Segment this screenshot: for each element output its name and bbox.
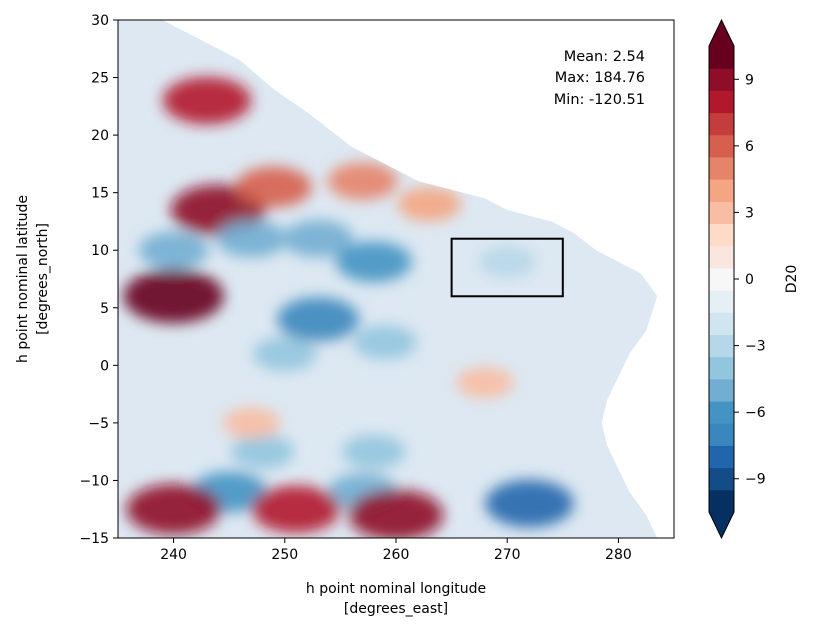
anomaly-features [123,76,574,538]
colorbar-segment [709,201,734,225]
anomaly-blob [277,297,360,342]
y-tick-label: 10 [91,243,109,259]
y-tick-label: −15 [79,531,109,547]
colorbar-segment [709,423,734,446]
colorbar-label: D20 [784,265,800,294]
stat-mean: Mean: 2.54 [564,49,645,65]
anomaly-blob [478,246,537,278]
y-tick-label: −5 [88,416,109,432]
colorbar-segment [709,179,734,202]
y-axis-label: h point nominal latitude [15,195,31,363]
anomaly-blob [222,407,281,439]
x-tick-label: 240 [160,547,187,563]
stat-max: Max: 184.76 [555,70,645,86]
colorbar-segment [709,401,734,424]
x-tick-label: 270 [494,547,521,563]
x-axis-units: [degrees_east] [344,601,448,617]
y-tick-label: 5 [100,301,109,317]
y-tick-label: 0 [100,358,109,374]
colorbar-segment [709,223,734,247]
colorbar-tick-label: 9 [745,72,754,88]
colorbar-segment [709,112,734,136]
colorbar-segment [709,267,734,291]
anomaly-blob [126,483,221,535]
anomaly-blob [335,241,412,283]
colorbar-segment [709,156,734,180]
colorbar-segment [709,245,734,269]
y-axis-units: [degrees_north] [35,223,51,335]
y-tick-label: 30 [91,13,109,29]
anomaly-blob [123,269,224,324]
stat-min: Min: -120.51 [554,92,645,108]
y-tick-label: 20 [91,128,109,144]
colorbar-tick-label: −3 [745,339,766,355]
y-tick-label: 25 [91,71,109,87]
x-tick-label: 260 [383,547,410,563]
anomaly-blob [397,187,462,222]
colorbar: −9 −6 −3 0 3 6 9 [708,18,766,540]
region-box [450,237,564,298]
colorbar-extend-max [709,20,734,46]
ocean-field [118,20,658,538]
map-area [118,20,674,538]
land-mask [162,20,674,538]
anomaly-blob [352,325,417,360]
anomaly-blob [348,489,444,538]
colorbar-segment [709,356,734,380]
y-axis: −15 −10 −5 0 5 10 15 20 25 30 [79,13,118,547]
colorbar-tick-label: −9 [745,472,766,488]
colorbar-segment [709,46,734,69]
colorbar-segment [709,445,734,469]
colorbar-tick-label: −6 [745,405,766,421]
x-tick-label: 250 [271,547,298,563]
colorbar-segment [709,334,734,358]
colorbar-segment [709,134,734,158]
colorbar-segment [709,68,734,91]
colorbar-segment [709,90,734,114]
anomaly-blob [230,434,295,469]
anomaly-blob [251,485,341,533]
colorbar-segment [709,378,734,402]
colorbar-segment [709,467,734,491]
anomaly-blob [162,76,252,125]
colorbar-tick-label: 0 [745,272,754,288]
anomaly-blob [327,162,398,200]
colorbar-outline [708,18,735,540]
colorbar-segment [709,489,734,513]
anomaly-blob [216,219,287,258]
colorbar-segment [709,290,734,313]
colorbar-segment [709,312,734,335]
colorbar-extend-min [709,512,734,538]
x-tick-label: 280 [605,547,632,563]
anomaly-blob [341,434,406,469]
anomaly-blob [138,231,209,269]
colorbar-tick-label: 6 [745,139,754,155]
anomaly-blob [456,367,514,399]
colorbar-tick-label: 3 [745,205,754,221]
anomaly-blob [235,166,312,208]
x-axis: 240 250 260 270 280 [160,538,632,563]
y-tick-label: 15 [91,186,109,202]
anomaly-blob [252,336,317,371]
y-tick-label: −10 [79,473,109,489]
x-axis-label: h point nominal longitude [306,581,486,597]
anomaly-blob [485,479,574,528]
anomaly-blob [283,219,354,258]
